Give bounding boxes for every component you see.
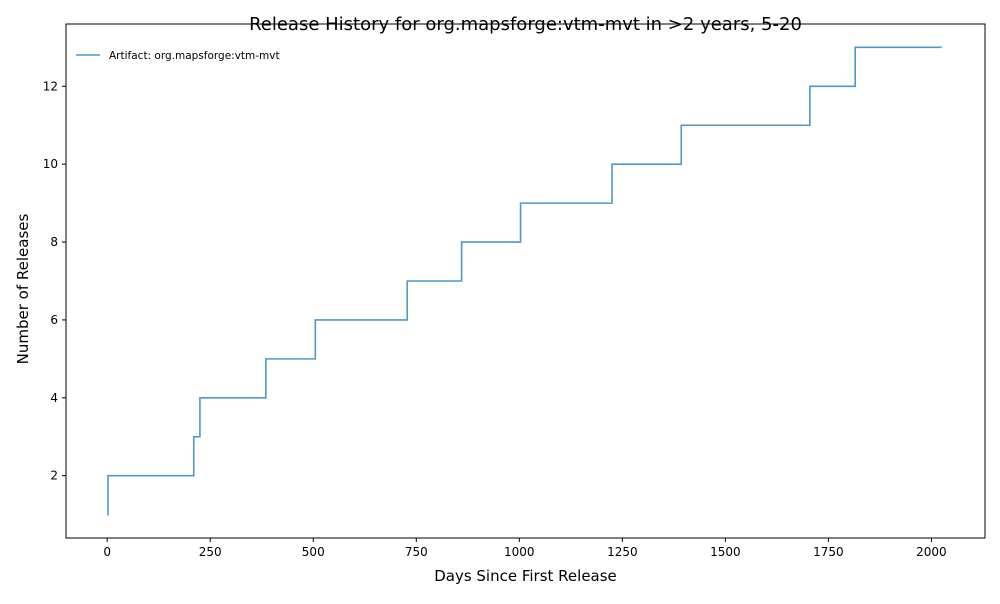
y-tick-label: 8 [50,235,58,249]
y-tick-label: 12 [43,79,58,93]
x-tick-label: 500 [302,545,325,559]
x-tick-label: 1000 [504,545,535,559]
y-axis-ticks: 2 4 6 8 10 12 [43,79,66,483]
y-tick-label: 6 [50,313,58,327]
x-tick-label: 0 [103,545,111,559]
y-axis-title: Number of Releases [14,213,32,364]
x-tick-label: 1500 [710,545,741,559]
x-tick-label: 250 [199,545,222,559]
x-tick-label: 1250 [607,545,638,559]
plot-frame [65,23,986,539]
series-layer [107,46,942,516]
x-axis-title: Days Since First Release [434,567,617,585]
x-tick-label: 750 [405,545,428,559]
legend: Artifact: org.mapsforge:vtm-mvt [76,50,280,62]
y-tick-label: 4 [50,391,58,405]
y-tick-label: 2 [50,469,58,483]
y-tick-label: 10 [43,157,58,171]
x-axis-ticks: 0 250 500 750 1000 1250 1500 1750 2000 [103,538,947,559]
x-tick-label: 1750 [813,545,844,559]
series-line [107,46,942,516]
legend-label: Artifact: org.mapsforge:vtm-mvt [109,50,280,62]
x-tick-label: 2000 [916,545,947,559]
